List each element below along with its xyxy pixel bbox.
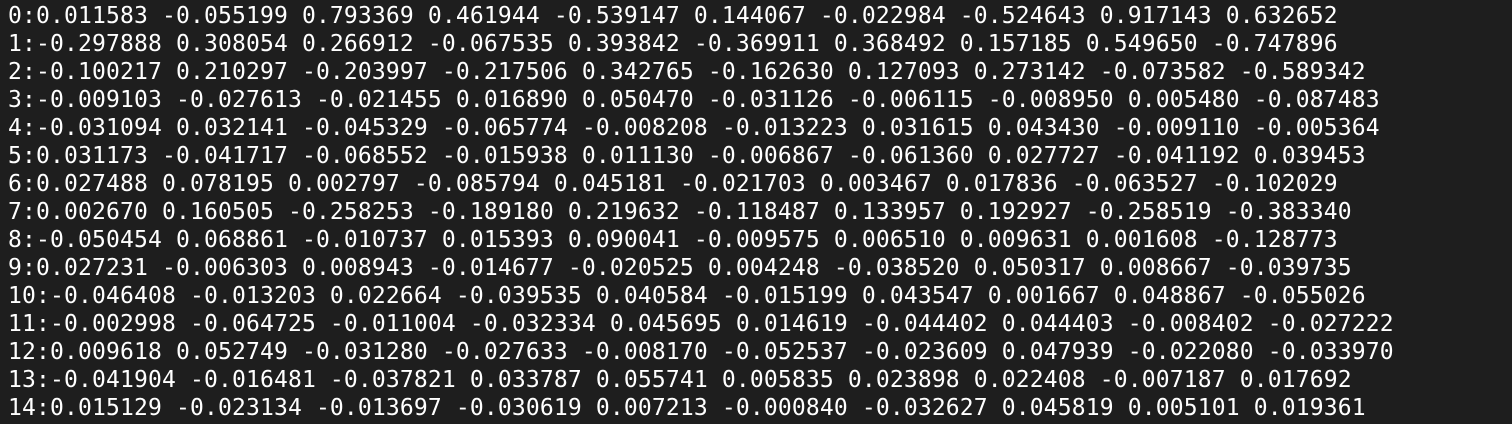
output-line-12: 12:0.009618 0.052749 -0.031280 -0.027633… bbox=[8, 339, 1394, 365]
output-line-5: 5:0.031173 -0.041717 -0.068552 -0.015938… bbox=[8, 143, 1366, 169]
output-line-13: 13:-0.041904 -0.016481 -0.037821 0.03378… bbox=[8, 367, 1352, 393]
output-line-11: 11:-0.002998 -0.064725 -0.011004 -0.0323… bbox=[8, 311, 1394, 337]
output-line-3: 3:-0.009103 -0.027613 -0.021455 0.016890… bbox=[8, 87, 1380, 113]
output-line-14: 14:0.015129 -0.023134 -0.013697 -0.03061… bbox=[8, 395, 1366, 421]
output-line-10: 10:-0.046408 -0.013203 0.022664 -0.03953… bbox=[8, 283, 1366, 309]
output-line-9: 9:0.027231 -0.006303 0.008943 -0.014677 … bbox=[8, 255, 1352, 281]
output-line-6: 6:0.027488 0.078195 0.002797 -0.085794 0… bbox=[8, 171, 1338, 197]
output-line-2: 2:-0.100217 0.210297 -0.203997 -0.217506… bbox=[8, 59, 1366, 85]
output-line-8: 8:-0.050454 0.068861 -0.010737 0.015393 … bbox=[8, 227, 1338, 253]
output-line-4: 4:-0.031094 0.032141 -0.045329 -0.065774… bbox=[8, 115, 1380, 141]
output-line-7: 7:0.002670 0.160505 -0.258253 -0.189180 … bbox=[8, 199, 1352, 225]
output-line-0: 0:0.011583 -0.055199 0.793369 0.461944 -… bbox=[8, 3, 1338, 29]
output-line-1: 1:-0.297888 0.308054 0.266912 -0.067535 … bbox=[8, 31, 1338, 57]
